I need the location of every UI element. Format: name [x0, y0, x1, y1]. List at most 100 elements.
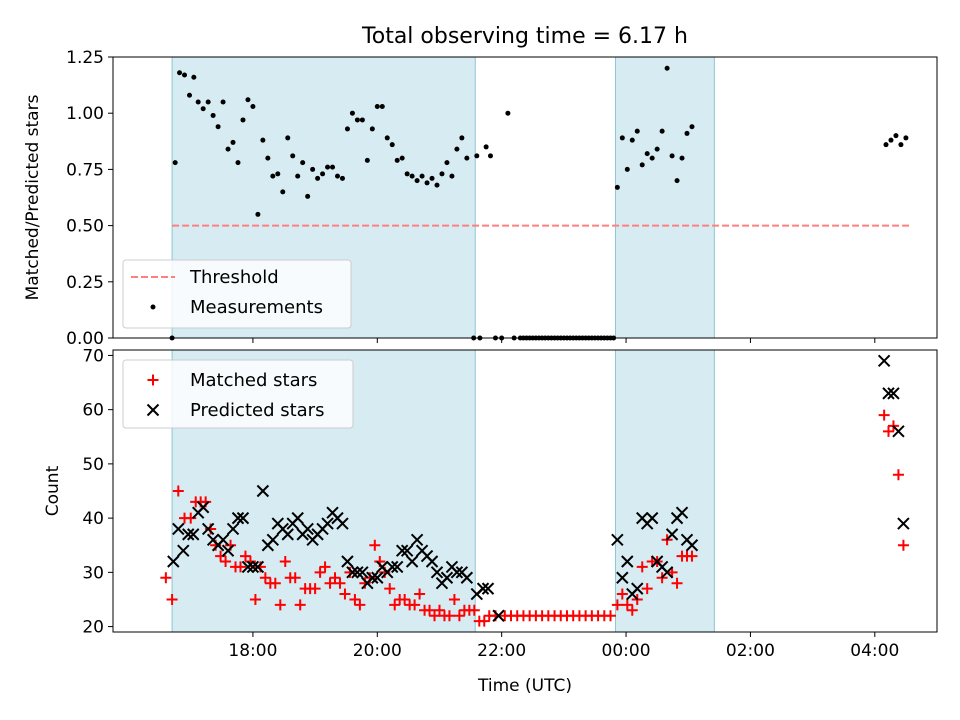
measurement-point — [684, 130, 690, 136]
measurement-point — [639, 162, 645, 168]
measurement-point — [883, 142, 889, 148]
predicted-star-point — [266, 533, 280, 547]
measurement-point — [419, 173, 425, 179]
measurement-point — [629, 137, 635, 143]
measurement-point — [654, 146, 660, 152]
matched-star-point — [166, 593, 178, 605]
predicted-star-point — [400, 544, 414, 557]
y-tick-label: 1.25 — [66, 48, 104, 68]
matched-star-point — [686, 550, 698, 562]
predicted-star-point — [336, 517, 349, 530]
matched-star-point — [882, 425, 894, 437]
predicted-star-point — [892, 425, 905, 438]
measurement-point — [644, 151, 650, 157]
x-axis-label: Time (UTC) — [477, 676, 572, 696]
bottom-panel-legend-box — [122, 359, 354, 429]
predicted-star-point — [201, 522, 215, 536]
predicted-star-point — [231, 511, 245, 525]
legend-x-mark — [146, 403, 160, 417]
matched-star-point — [611, 599, 623, 611]
measurement-point — [191, 74, 197, 80]
predicted-star-point — [460, 571, 474, 584]
bottom-panel: 20 30 40 50 60 70 18:00 20:00 22:00 00:00 02:00 04… — [43, 346, 938, 696]
matched-star-point — [468, 604, 480, 616]
measurement-point — [325, 164, 331, 170]
y-tick-label: 0.50 — [66, 217, 104, 237]
matched-star-point — [269, 577, 281, 589]
matched-star-point — [671, 577, 683, 589]
x-tick-label: 04:00 — [850, 641, 899, 661]
predicted-star-point — [281, 528, 294, 541]
matched-star-point — [399, 593, 411, 605]
y-tick-label: 50 — [82, 455, 104, 475]
predicted-star-point — [341, 555, 354, 568]
chart-title: Total observing time = 6.17 h — [361, 24, 688, 49]
matched-star-point — [339, 588, 351, 600]
measurement-point — [295, 173, 301, 179]
matched-star-point — [324, 577, 336, 589]
measurement-point — [444, 160, 450, 166]
predicted-star-point — [410, 533, 424, 547]
predicted-star-point — [216, 533, 230, 547]
predicted-star-point — [226, 522, 240, 536]
predicted-star-point — [346, 566, 359, 579]
measurement-point — [439, 171, 445, 177]
measurement-point — [664, 65, 670, 71]
measurement-point — [240, 117, 246, 123]
predicted-star-point — [321, 517, 334, 530]
predicted-star-point — [241, 560, 255, 574]
shaded-interval-2 — [614, 349, 715, 633]
measurement-point — [624, 166, 630, 172]
measurement-point — [349, 110, 355, 116]
predicted-star-point — [645, 511, 659, 525]
measurement-point — [903, 135, 909, 141]
predicted-star-point — [476, 582, 490, 595]
measurement-point — [414, 178, 420, 184]
measurement-point — [220, 99, 226, 105]
top-panel-y-axis-label: Matched/Predicted stars — [23, 94, 43, 300]
measurement-point — [399, 155, 405, 161]
measurement-point — [449, 173, 455, 179]
predicted-star-point — [256, 484, 270, 498]
measurement-point — [424, 180, 430, 186]
bottom-panel-frame — [112, 349, 938, 633]
predicted-star-point — [450, 566, 464, 579]
measurement-point — [310, 166, 316, 172]
predicted-star-point — [187, 528, 200, 541]
y-tick-label: 40 — [82, 509, 104, 529]
predicted-stars-series — [167, 354, 910, 622]
matched-star-point — [389, 599, 401, 611]
matched-star-point — [239, 550, 251, 562]
shaded-interval-2 — [614, 56, 715, 339]
top-panel-frame — [112, 56, 938, 339]
x-tick-label: 22:00 — [477, 641, 526, 661]
matched-star-point — [259, 572, 271, 584]
x-tick-label: 00:00 — [602, 641, 651, 661]
matched-star-point — [897, 539, 909, 551]
measurement-point — [474, 153, 480, 159]
measurement-point — [389, 142, 395, 148]
y-tick-label: 30 — [82, 563, 104, 583]
measurement-point — [205, 99, 211, 105]
predicted-star-point — [616, 571, 629, 584]
predicted-star-point — [611, 533, 624, 547]
measurement-point — [182, 72, 188, 78]
measurement-point — [404, 171, 410, 177]
y-tick-label: 60 — [82, 401, 104, 421]
measurement-point — [409, 173, 415, 179]
matched-star-point — [289, 572, 301, 584]
measurement-point — [186, 92, 192, 98]
matched-star-point — [314, 566, 326, 578]
x-tick-label: 20:00 — [353, 641, 402, 661]
matched-star-point — [478, 615, 490, 627]
top-panel-legend: Threshold Measurements — [122, 259, 352, 329]
predicted-star-point — [675, 506, 689, 519]
matched-star-point — [369, 539, 381, 551]
measurement-point — [374, 103, 380, 109]
matched-star-point — [215, 550, 227, 562]
measurement-point — [335, 173, 341, 179]
matched-star-point — [453, 610, 465, 622]
matched-star-point — [626, 604, 638, 616]
predicted-star-point — [882, 387, 895, 400]
matched-star-point — [433, 604, 445, 616]
